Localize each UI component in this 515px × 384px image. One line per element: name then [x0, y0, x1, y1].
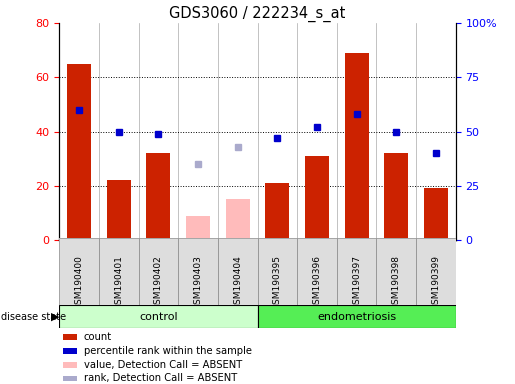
Title: GDS3060 / 222234_s_at: GDS3060 / 222234_s_at: [169, 5, 346, 22]
Bar: [139, 238, 178, 305]
Bar: [416, 238, 456, 305]
Bar: [59, 305, 258, 328]
Bar: [178, 238, 218, 305]
Bar: [226, 199, 250, 240]
Bar: [63, 334, 77, 339]
Text: percentile rank within the sample: percentile rank within the sample: [84, 346, 252, 356]
Text: count: count: [84, 332, 112, 342]
Bar: [345, 53, 369, 240]
Bar: [258, 238, 297, 305]
Bar: [265, 183, 289, 240]
Text: control: control: [139, 312, 178, 322]
Bar: [337, 238, 376, 305]
Bar: [59, 238, 99, 305]
Text: rank, Detection Call = ABSENT: rank, Detection Call = ABSENT: [84, 374, 237, 384]
Bar: [258, 305, 456, 328]
Bar: [63, 362, 77, 367]
Bar: [63, 348, 77, 354]
Bar: [384, 153, 408, 240]
Bar: [63, 376, 77, 381]
Bar: [424, 189, 448, 240]
Bar: [186, 215, 210, 240]
Bar: [107, 180, 131, 240]
Text: disease state: disease state: [1, 312, 66, 322]
Bar: [99, 238, 139, 305]
Text: ▶: ▶: [50, 312, 59, 322]
Bar: [218, 238, 258, 305]
Text: endometriosis: endometriosis: [317, 312, 396, 322]
Bar: [67, 64, 91, 240]
Bar: [376, 238, 416, 305]
Text: value, Detection Call = ABSENT: value, Detection Call = ABSENT: [84, 360, 242, 370]
Bar: [305, 156, 329, 240]
Bar: [297, 238, 337, 305]
Bar: [146, 153, 170, 240]
